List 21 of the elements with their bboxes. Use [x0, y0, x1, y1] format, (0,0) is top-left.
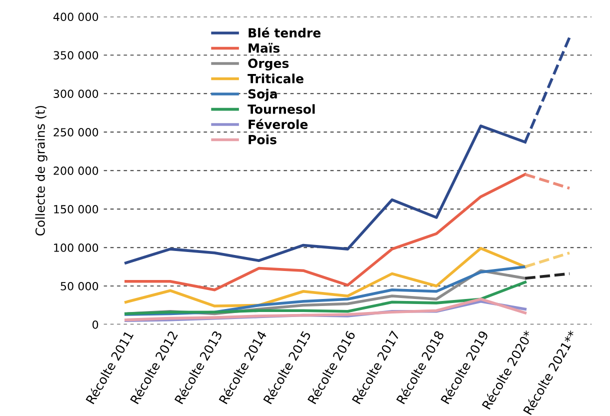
line-series [124, 280, 527, 316]
legend-label: Triticale [248, 74, 304, 84]
y-axis-title: Collecte de grains (t) [35, 106, 48, 236]
line-series [124, 246, 527, 308]
legend-label: Féverole [248, 118, 308, 130]
y-tick-label: 400 000 [53, 12, 98, 22]
y-tick-label: 0 [92, 320, 98, 329]
y-tick-label: 350 000 [54, 51, 98, 60]
line-series [124, 173, 527, 292]
y-tick-label: 300 000 [54, 90, 98, 98]
legend-label: Soja [248, 88, 277, 102]
legend-label: Maïs [248, 42, 280, 53]
y-tick-label: 150 000 [54, 205, 98, 214]
y-tick-label: 100 000 [54, 243, 98, 252]
legend-label: Blé tendre [248, 27, 321, 38]
legend-label: Tournesol [248, 104, 315, 114]
legend-label: Orges [248, 58, 289, 71]
y-tick-label: 50 000 [60, 282, 98, 290]
y-tick-label: 250 000 [54, 128, 98, 136]
y-tick-label: 200 000 [54, 166, 98, 175]
legend-label: Pois [248, 134, 276, 144]
